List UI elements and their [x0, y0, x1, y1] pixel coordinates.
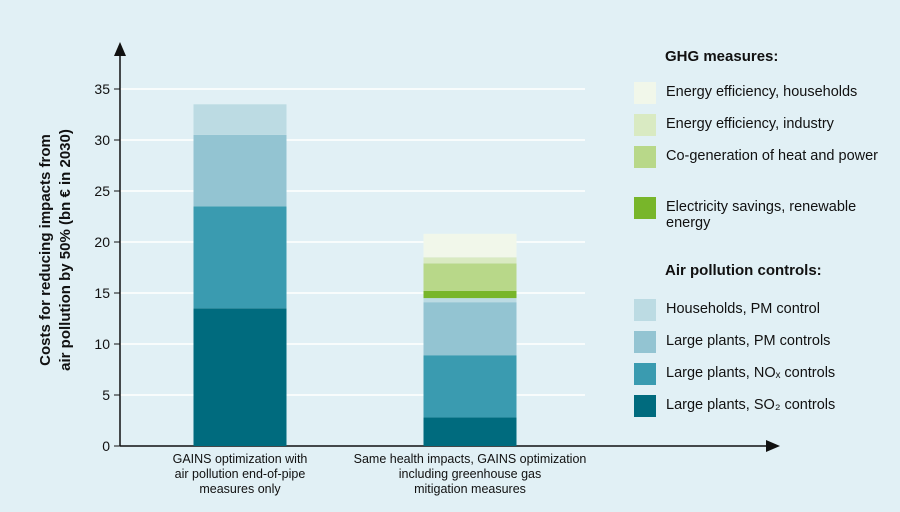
legend-label: Energy efficiency, households: [666, 84, 858, 100]
x-tick-label: air pollution end-of-pipe: [175, 467, 306, 481]
bar-segment: [193, 308, 287, 446]
legend-label: Energy efficiency, industry: [666, 116, 834, 132]
bar-segment: [423, 233, 517, 258]
y-tick-label: 30: [94, 132, 110, 148]
y-tick-label: 20: [94, 234, 110, 250]
legend-label: Co-generation of heat and power: [666, 148, 879, 164]
y-tick-label: 5: [102, 387, 110, 403]
x-tick-label: measures only: [199, 482, 281, 496]
y-tick-label: 15: [94, 285, 110, 301]
x-tick-label: Same health impacts, GAINS optimization: [354, 452, 587, 466]
legend-label: Large plants, PM controls: [666, 333, 831, 349]
bar-segment: [193, 134, 287, 207]
legend-swatch: [634, 395, 656, 417]
legend-swatch: [634, 331, 656, 353]
bar-segment: [423, 355, 517, 418]
bar-segment: [423, 417, 517, 446]
bar-segment: [423, 290, 517, 299]
y-arrow: [114, 42, 126, 56]
bar-segment: [423, 257, 517, 264]
y-tick-label: 10: [94, 336, 110, 352]
x-tick-label: mitigation measures: [414, 482, 526, 496]
bar-segment: [423, 263, 517, 291]
legend-title: Air pollution controls:: [665, 262, 822, 279]
legend-label: Large plants, SO₂ controls: [666, 397, 836, 413]
legend-swatch: [634, 146, 656, 168]
bar-segment: [423, 302, 517, 356]
legend-swatch: [634, 82, 656, 104]
legend-title: GHG measures:: [665, 48, 779, 65]
bar-segment: [193, 104, 287, 135]
legend-label: Large plants, NOₓ controls: [666, 365, 836, 381]
x-tick-label: including greenhouse gas: [399, 467, 541, 481]
x-tick-label: GAINS optimization with: [173, 452, 308, 466]
bar-segment: [193, 206, 287, 309]
legend-swatch: [634, 114, 656, 136]
y-axis-label: Costs for reducing impacts from: [37, 134, 54, 366]
y-tick-label: 25: [94, 183, 110, 199]
y-axis-label: air pollution by 50% (bn € in 2030): [57, 129, 74, 371]
y-tick-label: 35: [94, 81, 110, 97]
bar-segment: [423, 298, 517, 303]
legend-swatch: [634, 299, 656, 321]
legend-swatch: [634, 197, 656, 219]
legend-label: Electricity savings, renewable energy: [666, 199, 857, 231]
x-arrow: [766, 440, 780, 452]
legend-label: Households, PM control: [666, 301, 820, 317]
y-tick-label: 0: [102, 438, 110, 454]
legend-swatch: [634, 363, 656, 385]
